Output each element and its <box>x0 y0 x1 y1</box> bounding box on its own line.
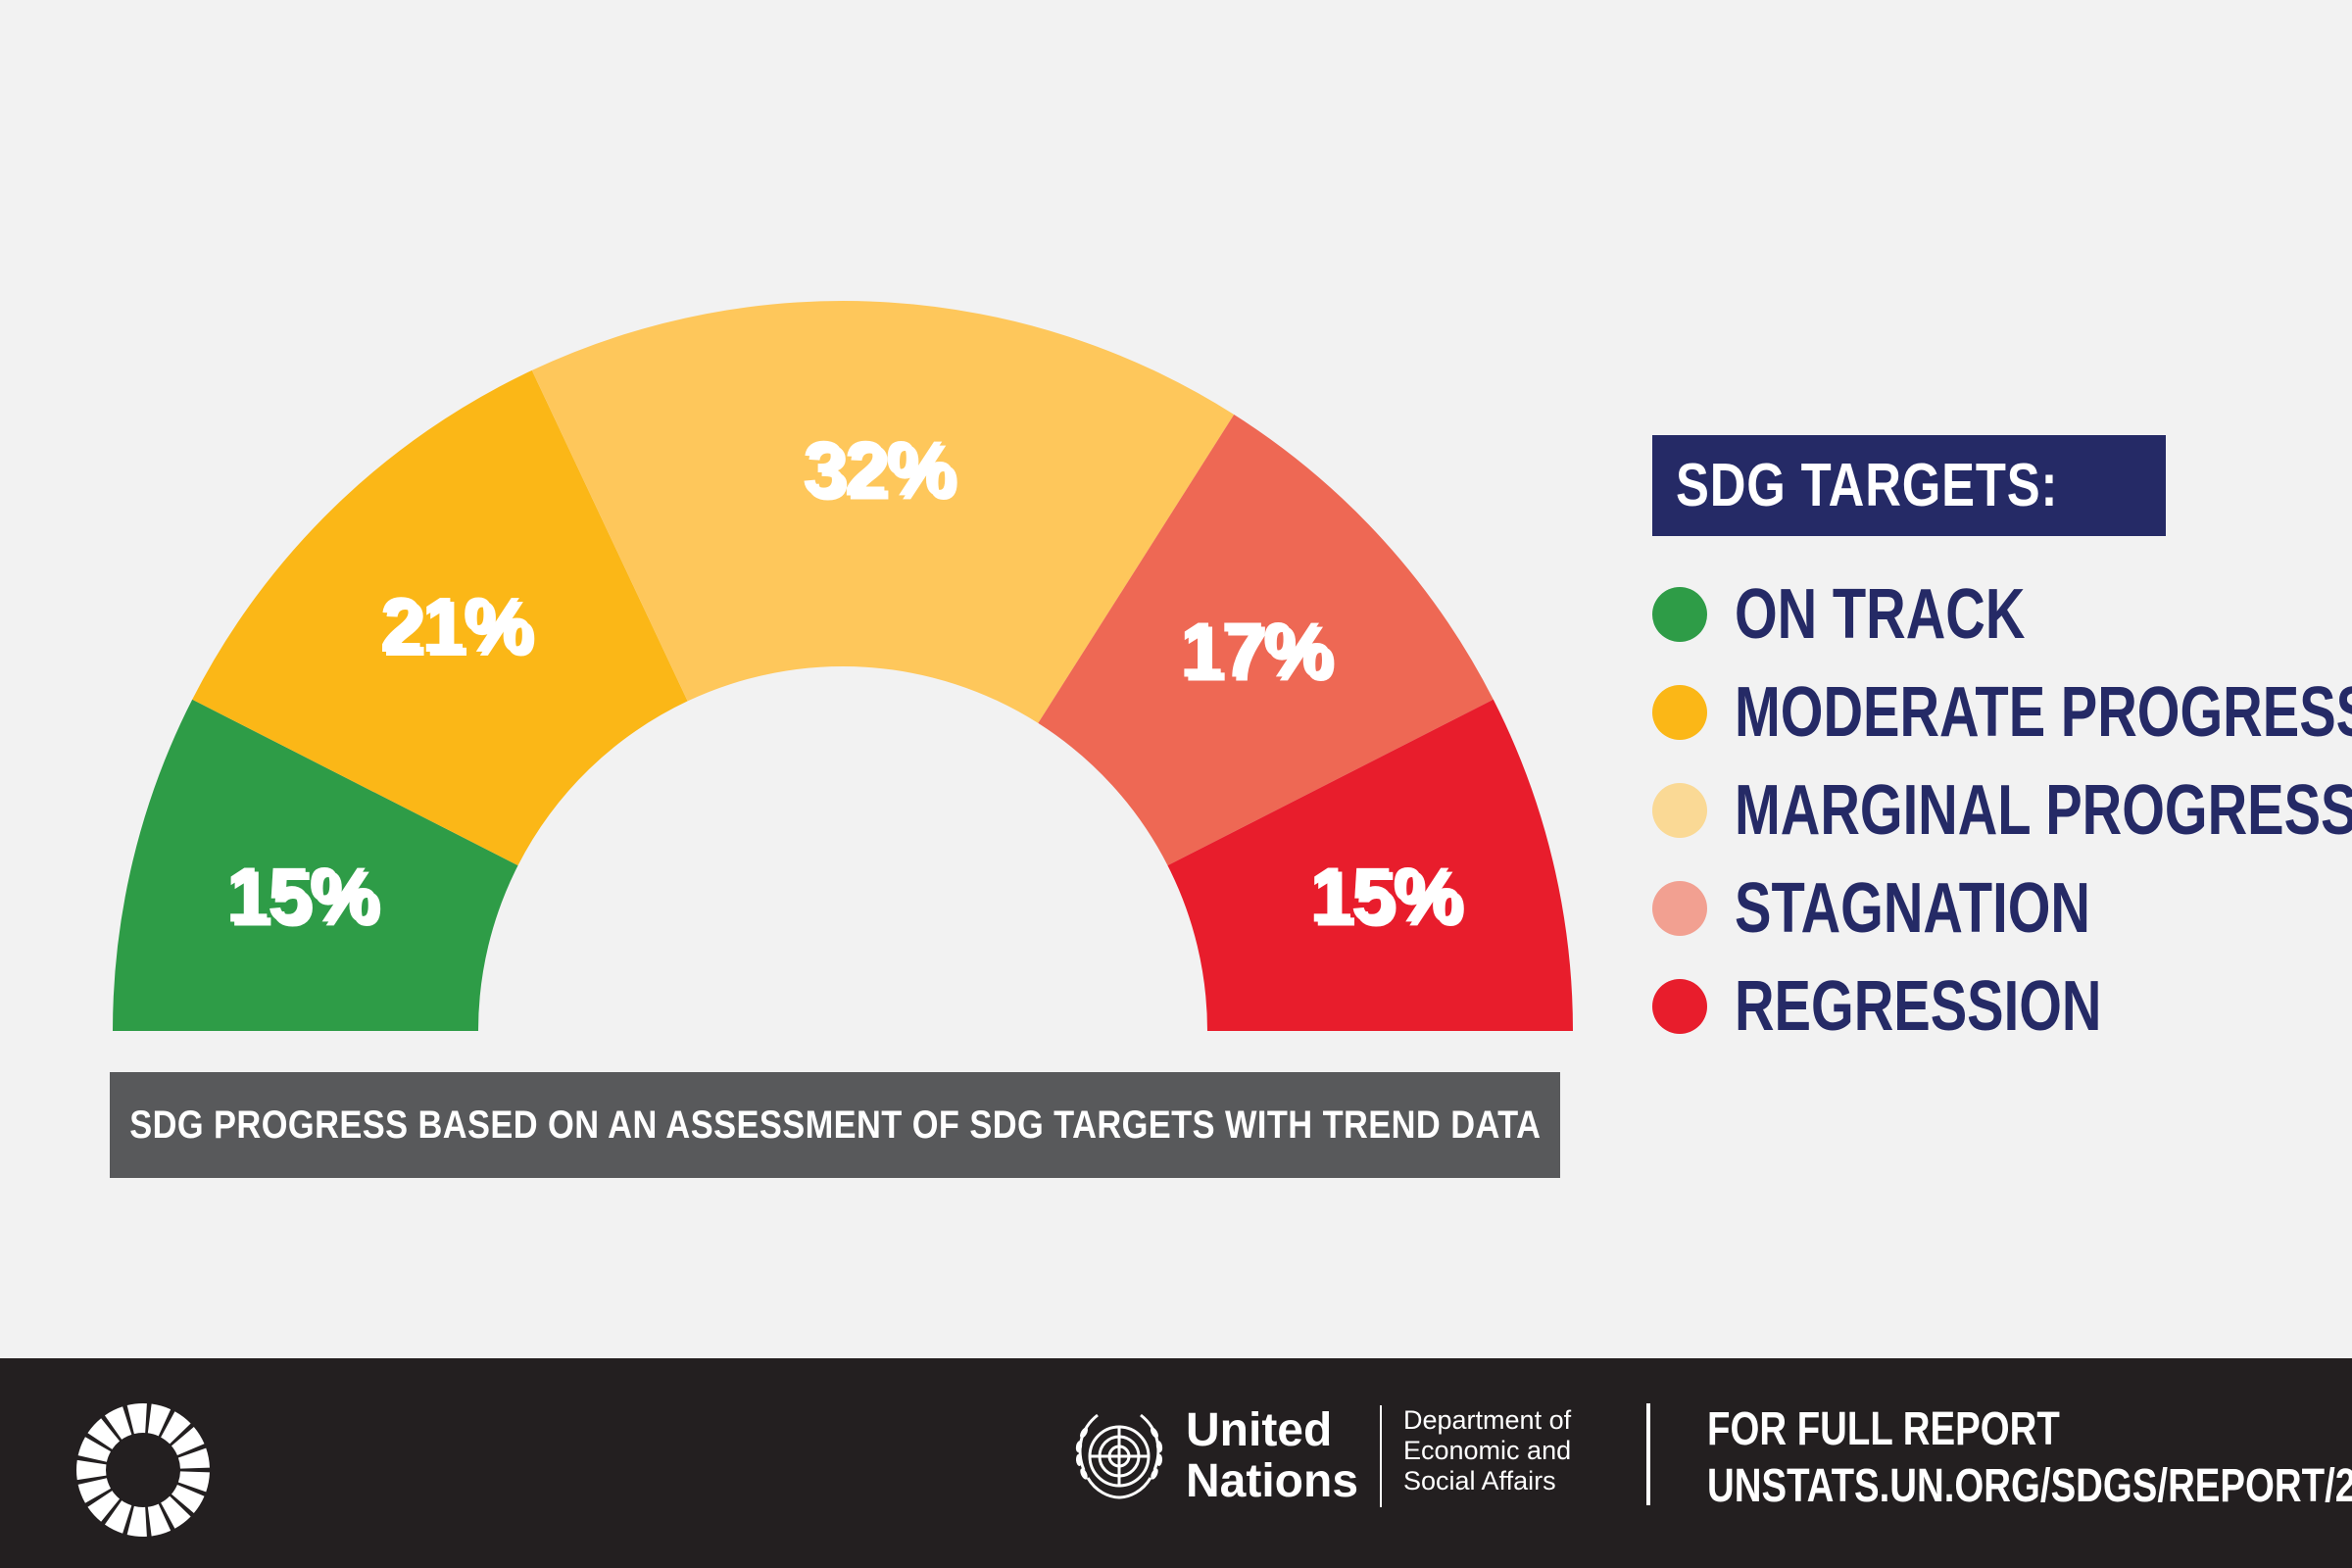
footer: United Nations Department of Economic an… <box>0 1358 2352 1568</box>
legend-label-stagnation: STAGNATION <box>1735 869 2090 948</box>
value-label-shadow-on-track: 15% <box>229 855 381 942</box>
value-label-shadow-moderate-progress: 21% <box>383 585 535 672</box>
value-label-moderate-progress: 21% <box>379 581 531 668</box>
value-label-marginal-progress: 32% <box>803 425 955 513</box>
un-wordmark-line2: Nations <box>1186 1455 1359 1507</box>
value-label-shadow-stagnation: 17% <box>1183 611 1335 698</box>
legend-dot-stagnation <box>1652 881 1707 936</box>
desa-line2: Economic and <box>1403 1436 1572 1465</box>
wheel-segment <box>104 1500 132 1534</box>
legend-title: SDG TARGETS: <box>1676 452 2059 519</box>
legend-label-on-track: ON TRACK <box>1735 575 2026 654</box>
legend-label-regression: REGRESSION <box>1735 967 2102 1046</box>
wheel-segment <box>104 1406 132 1440</box>
un-wordmark-line1: United <box>1186 1404 1333 1456</box>
wheel-segment <box>147 1403 172 1437</box>
un-wordmark: United Nations <box>1186 1405 1358 1507</box>
chart-caption-bar: SDG PROGRESS BASED ON AN ASSESSMENT OF S… <box>110 1072 1560 1178</box>
legend-label-marginal-progress: MARGINAL PROGRESS <box>1735 771 2352 850</box>
slice-marginal-progress <box>531 301 1235 723</box>
legend: SDG TARGETS: ON TRACK MODERATE PROGRESS … <box>1652 435 2352 1055</box>
wheel-segment <box>77 1437 112 1462</box>
value-label-shadow-regression: 15% <box>1313 855 1465 942</box>
desa-wordmark: Department of Economic and Social Affair… <box>1403 1405 1571 1496</box>
wheel-segment <box>177 1471 210 1493</box>
slice-stagnation <box>1038 414 1494 866</box>
legend-item-marginal-progress: MARGINAL PROGRESS <box>1652 761 2352 859</box>
legend-item-regression: REGRESSION <box>1652 957 2352 1055</box>
wheel-segment <box>161 1411 191 1445</box>
report-link[interactable]: FOR FULL REPORT UNSTATS.UN.ORG/SDGS/REPO… <box>1707 1401 2352 1515</box>
semicircle-donut-chart: 15%15%21%21%32%32%17%17%15%15% <box>113 301 1573 1031</box>
legend-title-box: SDG TARGETS: <box>1652 435 2166 536</box>
legend-dot-marginal-progress <box>1652 783 1707 838</box>
wheel-segment <box>171 1484 205 1514</box>
legend-item-on-track: ON TRACK <box>1652 565 2352 663</box>
wheel-segment <box>126 1403 147 1435</box>
wheel-segment <box>87 1418 121 1449</box>
legend-item-stagnation: STAGNATION <box>1652 859 2352 957</box>
value-label-regression: 15% <box>1309 851 1461 938</box>
value-label-shadow-marginal-progress: 32% <box>807 429 958 516</box>
report-divider <box>1646 1403 1650 1505</box>
legend-list: ON TRACK MODERATE PROGRESS MARGINAL PROG… <box>1652 565 2352 1055</box>
slice-moderate-progress <box>192 369 688 866</box>
legend-label-moderate-progress: MODERATE PROGRESS <box>1735 673 2352 752</box>
wheel-segment <box>177 1447 210 1469</box>
wheel-segment <box>171 1426 205 1456</box>
wheel-segment <box>161 1495 191 1529</box>
legend-dot-moderate-progress <box>1652 685 1707 740</box>
wheel-segment <box>77 1478 112 1503</box>
desa-line3: Social Affairs <box>1403 1466 1556 1495</box>
slice-regression <box>1167 699 1573 1031</box>
legend-dot-on-track <box>1652 587 1707 642</box>
chart-value-labels: 15%15%21%21%32%32%17%17%15%15% <box>225 425 1467 943</box>
un-emblem-icon <box>1075 1413 1163 1499</box>
un-divider <box>1380 1405 1382 1507</box>
report-line1: FOR FULL REPORT <box>1707 1403 2060 1455</box>
slice-on-track <box>113 699 518 1031</box>
value-label-on-track: 15% <box>225 851 377 938</box>
desa-line1: Department of <box>1403 1405 1572 1435</box>
chart-caption: SDG PROGRESS BASED ON AN ASSESSMENT OF S… <box>128 1102 1542 1147</box>
legend-item-moderate-progress: MODERATE PROGRESS <box>1652 663 2352 761</box>
legend-dot-regression <box>1652 979 1707 1034</box>
sdg-wheel-logo <box>76 1403 210 1537</box>
wheel-segment <box>87 1491 121 1522</box>
wheel-segment <box>76 1459 107 1481</box>
value-label-stagnation: 17% <box>1179 607 1331 694</box>
wheel-segment <box>126 1505 147 1537</box>
report-url[interactable]: UNSTATS.UN.ORG/SDGS/REPORT/2026 <box>1707 1460 2352 1512</box>
wheel-segment <box>147 1503 172 1537</box>
chart-slices <box>113 301 1573 1031</box>
